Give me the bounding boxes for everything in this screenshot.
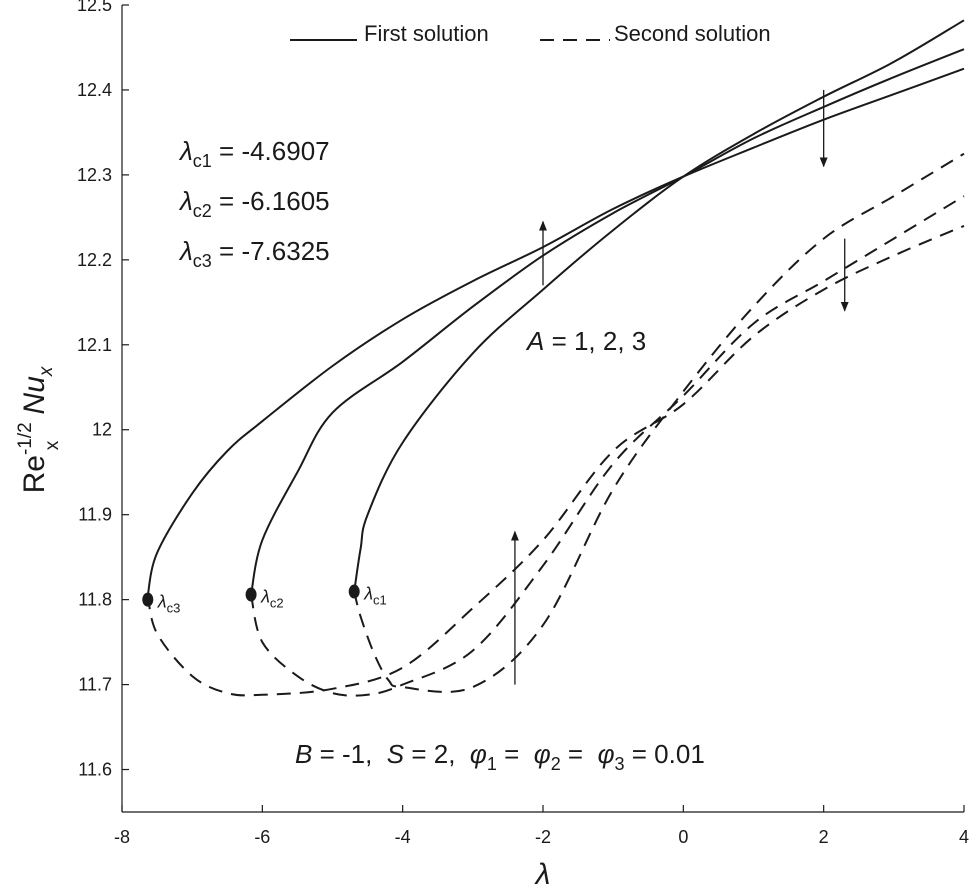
- x-tick-label: 0: [678, 827, 688, 847]
- first-solution-curve-2: [250, 48, 965, 595]
- second-solution-curve-3: [146, 224, 965, 697]
- series-layer: [146, 19, 965, 697]
- y-tick-label: 12.2: [77, 250, 112, 270]
- critical-point-c3: [142, 592, 154, 607]
- y-tick-label: 12.3: [77, 165, 112, 185]
- y-tick-label: 11.7: [78, 675, 112, 695]
- y-label-sub2: x: [36, 365, 57, 377]
- x-axis-label: λ: [534, 858, 551, 887]
- y-label-sup: -1/2: [15, 422, 36, 455]
- legend-second-solution: Second solution: [614, 21, 771, 46]
- legend-first-solution: First solution: [364, 21, 489, 46]
- first-solution-curve-1: [353, 19, 965, 592]
- y-tick-label: 11.6: [78, 760, 112, 780]
- critical-value-3: λc3 = -7.6325: [178, 236, 330, 271]
- param-a-label: A = 1, 2, 3: [525, 326, 646, 356]
- y-axis-label: Re-1/2 x Nux: [15, 365, 63, 493]
- y-tick-label: 11.9: [78, 505, 112, 525]
- first-solution-curve-3: [146, 67, 965, 596]
- critical-value-1: λc1 = -4.6907: [178, 136, 330, 171]
- legend: First solution Second solution: [290, 21, 771, 46]
- critical-point-c1: [348, 584, 360, 599]
- y-tick-label: 12: [92, 420, 112, 440]
- critical-point-label-c3: λc3: [157, 592, 181, 616]
- x-tick-label: -8: [114, 827, 130, 847]
- x-tick-label: -2: [535, 827, 551, 847]
- y-ticks: 11.6 11.7 11.8 11.9 12 12.1 12.2 12.3 12.4 12.5: [77, 0, 129, 780]
- y-label-nu: Nu: [18, 376, 51, 415]
- critical-point-c2: [245, 587, 257, 602]
- x-tick-label: 2: [819, 827, 829, 847]
- critical-point-label-c2: λc2: [260, 587, 284, 611]
- annotations: λc1 = -4.6907 λc2 = -6.1605 λc3 = -7.632…: [178, 136, 705, 774]
- critical-point-label-c1: λc1: [363, 584, 387, 608]
- x-ticks: -8 -6 -4 -2 0 2 4: [114, 805, 969, 847]
- critical-points: λc1 λc2 λc3: [142, 584, 387, 616]
- axes: [121, 5, 964, 813]
- arrow-layer: [510, 89, 849, 685]
- x-tick-label: -6: [254, 827, 270, 847]
- params-label: B = -1, S = 2, φ1 = φ2 = φ3 = 0.01: [295, 739, 705, 774]
- critical-value-2: λc2 = -6.1605: [178, 186, 330, 221]
- y-label-sub: x: [42, 440, 63, 450]
- x-tick-label: 4: [959, 827, 969, 847]
- x-tick-label: -4: [395, 827, 411, 847]
- second-solution-curve-1: [353, 152, 965, 693]
- y-tick-label: 12.4: [77, 80, 112, 100]
- y-tick-label: 12.1: [77, 335, 112, 355]
- y-tick-label: 12.5: [77, 0, 112, 15]
- y-label-re: Re: [18, 455, 51, 493]
- second-solution-curve-2: [250, 195, 965, 697]
- y-tick-label: 11.8: [78, 590, 112, 610]
